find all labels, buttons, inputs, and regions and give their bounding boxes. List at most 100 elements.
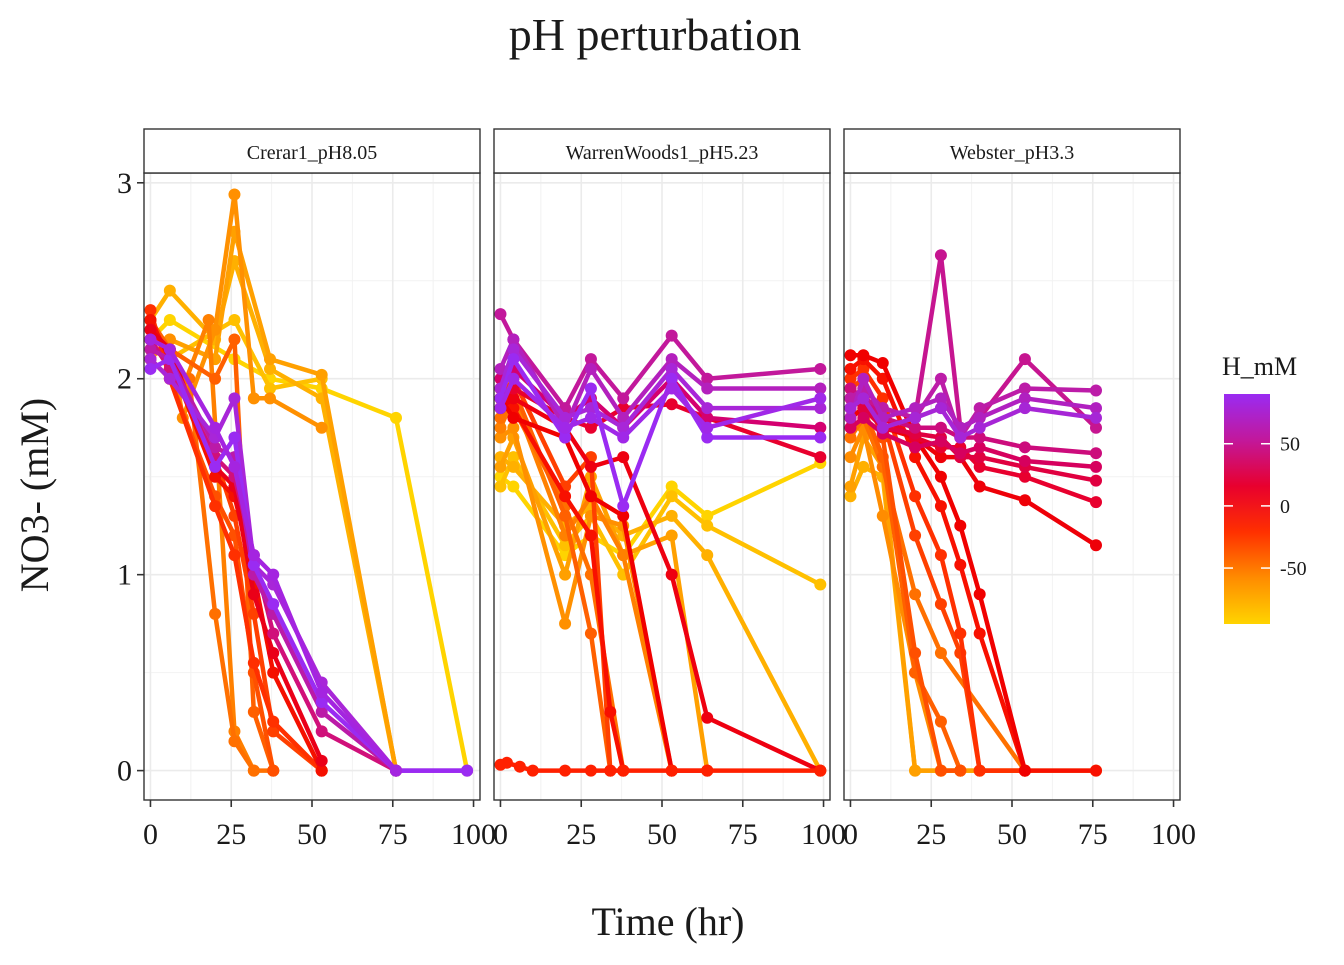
data-point bbox=[844, 411, 857, 424]
data-point bbox=[909, 411, 922, 424]
data-point bbox=[665, 490, 678, 503]
facet-strip-label: WarrenWoods1_pH5.23 bbox=[566, 142, 759, 164]
data-point bbox=[144, 323, 157, 336]
data-point bbox=[844, 362, 857, 375]
facet-strip bbox=[143, 128, 481, 174]
data-point bbox=[1018, 353, 1031, 366]
data-point bbox=[844, 480, 857, 493]
data-point bbox=[665, 480, 678, 493]
data-point bbox=[144, 304, 157, 317]
facet-strip-label: Crerar1_pH8.05 bbox=[247, 142, 378, 164]
data-point bbox=[934, 435, 947, 448]
data-point bbox=[163, 372, 176, 385]
data-point bbox=[584, 764, 597, 777]
legend: H_mM 50 0 -50 bbox=[1222, 352, 1307, 624]
data-point bbox=[701, 431, 714, 444]
x-tick-label: 50 bbox=[297, 818, 327, 851]
data-point bbox=[1018, 494, 1031, 507]
data-point bbox=[814, 431, 827, 444]
data-point bbox=[617, 451, 630, 464]
data-point bbox=[247, 656, 260, 669]
data-point bbox=[973, 421, 986, 434]
data-point bbox=[494, 402, 507, 415]
data-point bbox=[844, 431, 857, 444]
data-point bbox=[701, 711, 714, 724]
data-point bbox=[665, 382, 678, 395]
y-tick-label: 0 bbox=[117, 755, 132, 788]
data-point bbox=[909, 764, 922, 777]
data-point bbox=[876, 421, 889, 434]
data-point bbox=[909, 402, 922, 415]
data-point bbox=[1018, 764, 1031, 777]
data-point bbox=[701, 411, 714, 424]
data-point bbox=[247, 392, 260, 405]
data-point bbox=[857, 372, 870, 385]
data-point bbox=[934, 549, 947, 562]
data-point bbox=[264, 353, 276, 366]
data-point bbox=[934, 598, 947, 611]
data-point bbox=[1018, 441, 1031, 454]
data-point bbox=[814, 578, 827, 591]
data-point bbox=[267, 764, 280, 777]
data-point bbox=[494, 480, 507, 493]
data-point bbox=[513, 760, 526, 773]
series-line bbox=[498, 366, 823, 430]
data-point bbox=[934, 647, 947, 660]
data-point bbox=[814, 451, 827, 464]
data-point bbox=[1090, 411, 1102, 424]
data-point bbox=[1018, 455, 1031, 468]
data-point bbox=[559, 764, 572, 777]
facet-panel-2: WarrenWoods1_pH5.23 0 25 50 75 100 bbox=[493, 128, 846, 851]
x-tick-label: 75 bbox=[1078, 818, 1108, 851]
data-point bbox=[909, 451, 922, 464]
data-point bbox=[909, 647, 922, 660]
data-point bbox=[247, 558, 260, 571]
data-point bbox=[909, 588, 922, 601]
y-tick-label: 3 bbox=[117, 167, 132, 200]
data-point bbox=[1090, 764, 1102, 777]
data-point bbox=[494, 460, 507, 473]
data-point bbox=[494, 431, 507, 444]
data-point bbox=[144, 333, 157, 346]
data-point bbox=[1090, 421, 1102, 434]
data-point bbox=[507, 411, 520, 424]
data-point bbox=[844, 349, 857, 362]
data-point bbox=[1090, 384, 1102, 397]
legend-tick-label: -50 bbox=[1280, 558, 1307, 580]
data-point bbox=[973, 627, 986, 640]
data-point bbox=[617, 764, 630, 777]
data-point bbox=[954, 519, 967, 532]
data-point bbox=[857, 411, 870, 424]
x-tick-label: 25 bbox=[916, 818, 946, 851]
data-point bbox=[844, 402, 857, 415]
x-tick-label: 0 bbox=[843, 818, 858, 851]
chart-title: pH perturbation bbox=[509, 9, 802, 60]
x-tick-label: 50 bbox=[647, 818, 677, 851]
data-point bbox=[494, 421, 507, 434]
data-point bbox=[209, 421, 222, 434]
data-point bbox=[267, 627, 280, 640]
data-point bbox=[934, 470, 947, 483]
x-tick-label: 50 bbox=[997, 818, 1027, 851]
data-point bbox=[267, 647, 280, 660]
data-point bbox=[909, 490, 922, 503]
data-point bbox=[617, 392, 630, 405]
data-point bbox=[844, 421, 857, 434]
data-point bbox=[507, 333, 520, 346]
data-point bbox=[507, 451, 520, 464]
data-point bbox=[267, 598, 280, 611]
data-point bbox=[857, 392, 870, 405]
data-point bbox=[701, 509, 714, 522]
data-point bbox=[876, 372, 889, 385]
data-point bbox=[857, 362, 870, 375]
data-point bbox=[814, 421, 827, 434]
y-tick-label: 2 bbox=[117, 363, 132, 396]
data-point bbox=[665, 329, 678, 342]
data-point bbox=[844, 372, 857, 385]
data-point bbox=[202, 313, 215, 326]
data-point bbox=[507, 372, 520, 385]
data-point bbox=[315, 754, 328, 767]
data-point bbox=[954, 431, 967, 444]
data-point bbox=[973, 588, 986, 601]
